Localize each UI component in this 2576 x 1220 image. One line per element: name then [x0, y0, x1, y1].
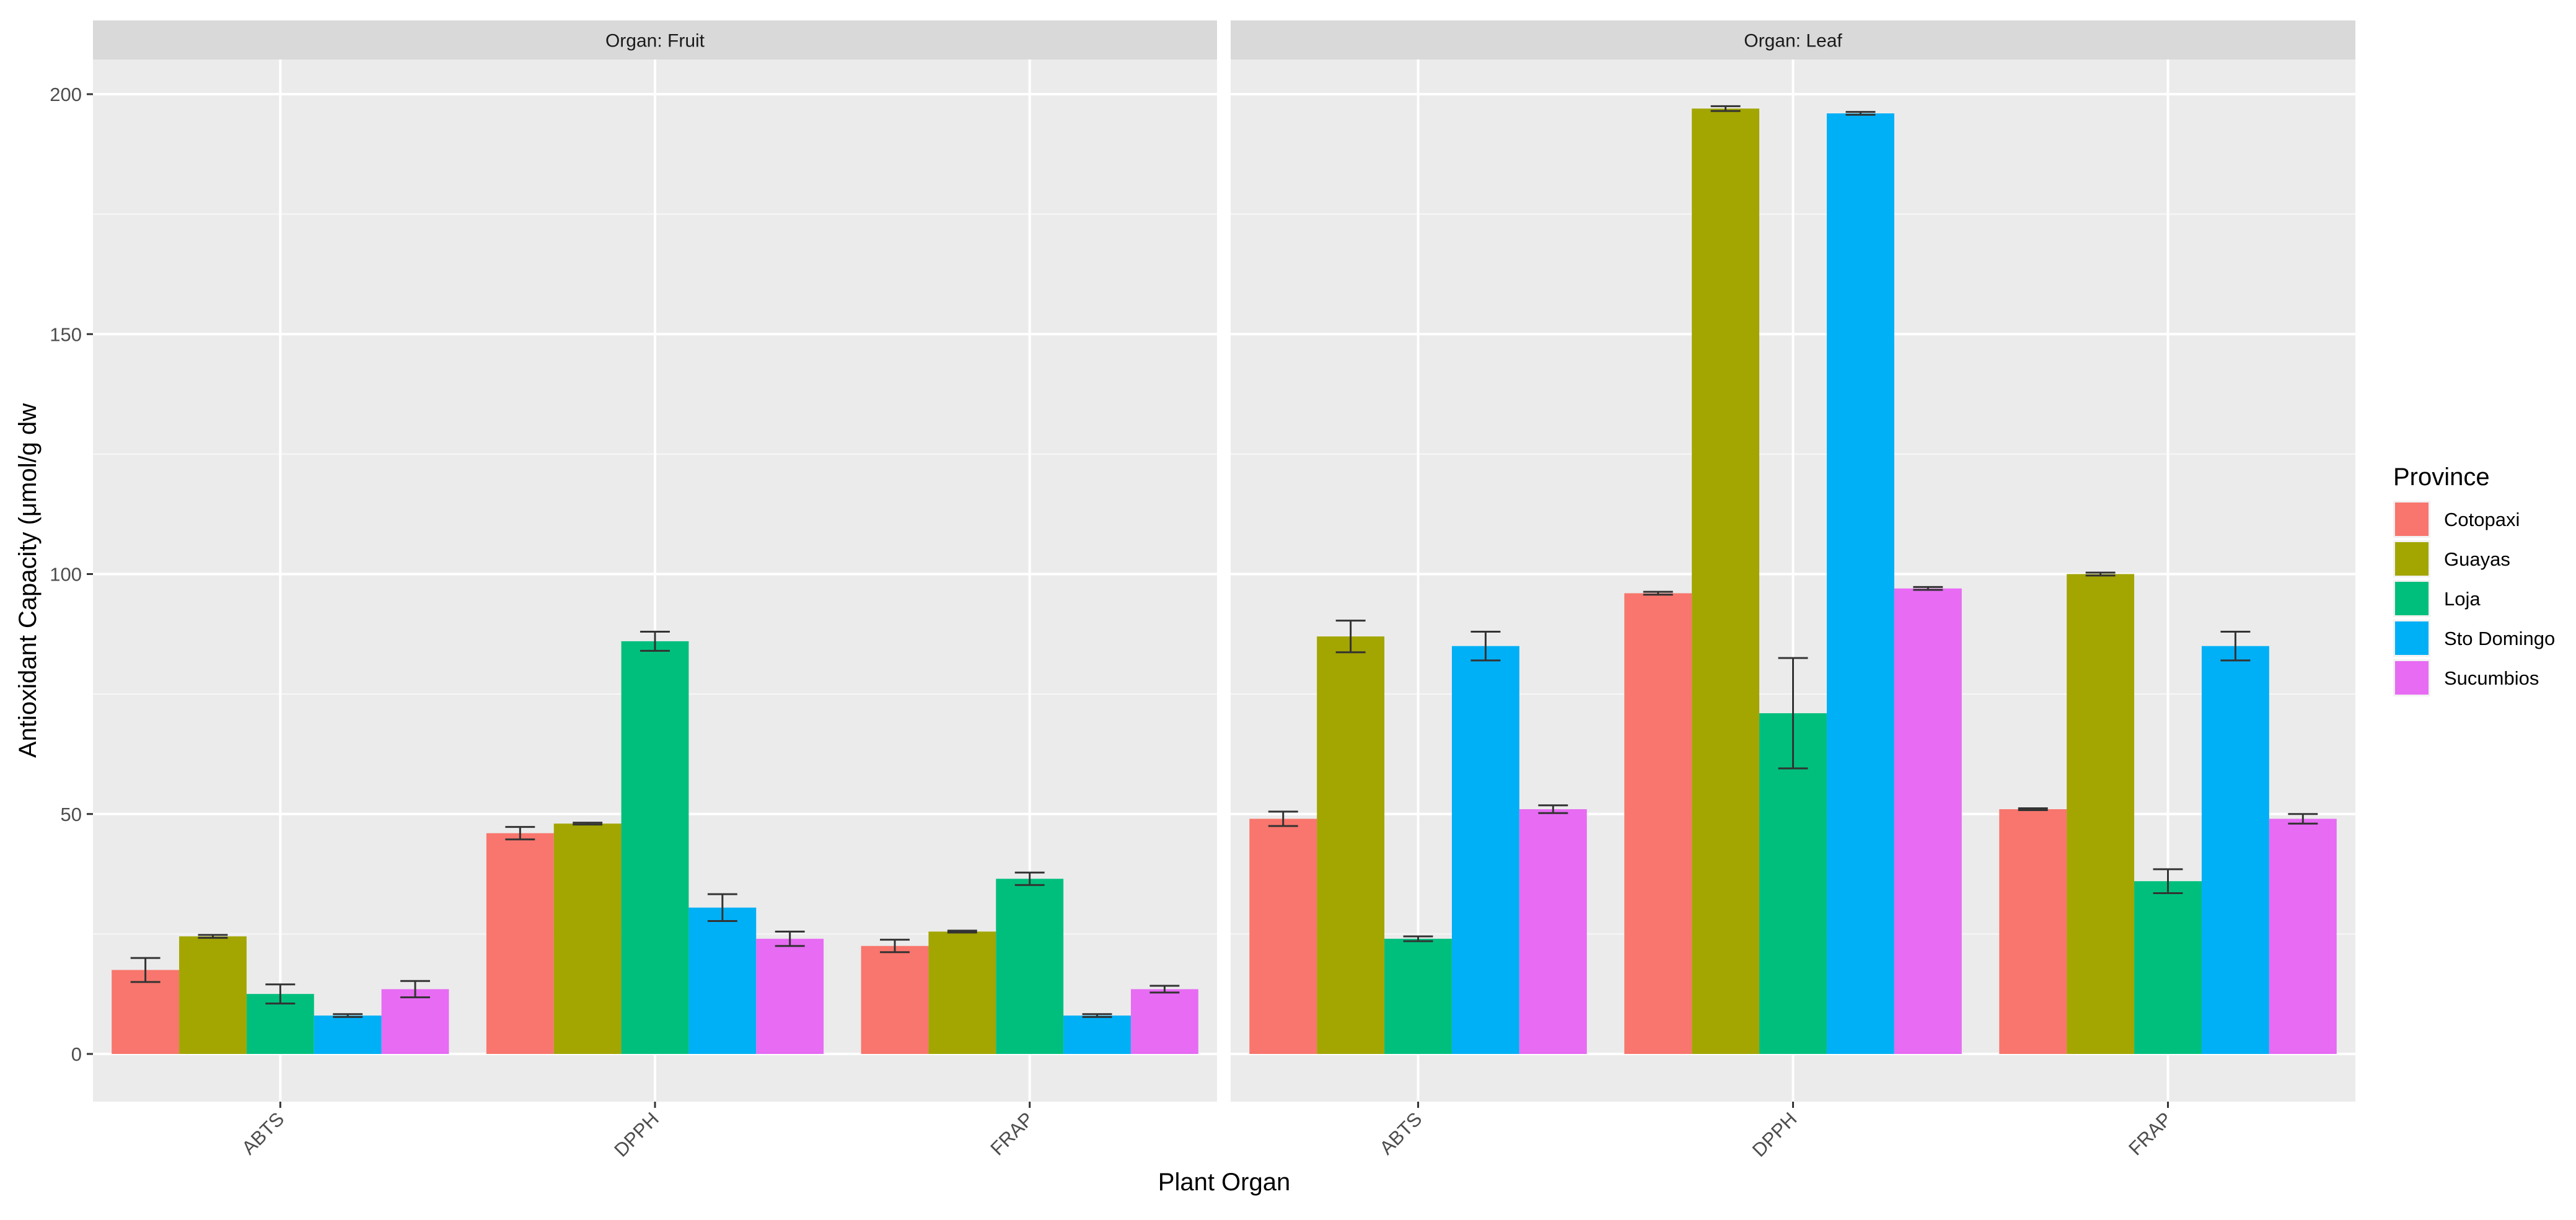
y-axis-title: Antioxidant Capacity (μmol/g dw — [14, 403, 42, 758]
bar — [314, 1016, 382, 1054]
error-bar — [2085, 571, 2116, 577]
error-bar — [1014, 871, 1045, 886]
bar — [1759, 713, 1827, 1054]
bar — [2201, 646, 2269, 1054]
error-bar — [505, 826, 535, 841]
bar — [1894, 588, 1962, 1054]
error-bar — [265, 983, 296, 1005]
legend-item: Guayas — [2393, 540, 2510, 577]
panel-strip — [1231, 20, 2355, 59]
bar — [1826, 113, 1894, 1055]
legend-label: Cotopaxi — [2444, 509, 2520, 530]
legend-item: Sto Domingo — [2393, 620, 2555, 657]
error-bar — [1778, 657, 1808, 770]
panel-strip — [93, 20, 1217, 59]
legend-label: Guayas — [2444, 548, 2510, 570]
y-tick-label: 0 — [71, 1043, 82, 1065]
bar — [928, 931, 996, 1054]
error-bar — [775, 931, 805, 947]
y-tick-label: 150 — [50, 323, 82, 345]
bar — [996, 879, 1064, 1054]
legend-title: Province — [2393, 463, 2490, 491]
error-bar — [573, 822, 603, 826]
y-tick-label: 50 — [61, 804, 82, 825]
legend-label: Sucumbios — [2444, 667, 2539, 689]
bar — [1692, 108, 1760, 1055]
legend-label: Sto Domingo — [2444, 628, 2555, 649]
error-bar — [130, 957, 160, 983]
error-bar — [1403, 935, 1433, 942]
error-bar — [2220, 630, 2251, 662]
bar — [861, 946, 929, 1054]
bar — [1063, 1016, 1131, 1054]
panel-title: Organ: Leaf — [1744, 31, 1842, 51]
bar — [179, 936, 247, 1054]
error-bar — [2288, 813, 2318, 825]
bar — [1519, 809, 1587, 1054]
legend-label: Loja — [2444, 588, 2481, 610]
bar — [553, 823, 622, 1054]
bar — [1317, 636, 1385, 1054]
legend-key-swatch — [2395, 582, 2429, 615]
error-bar — [1710, 105, 1741, 112]
error-bar — [198, 934, 228, 939]
bar — [2134, 881, 2202, 1054]
legend: Province Cotopaxi Guayas Loja Sto Domingo Suc… — [2393, 463, 2555, 696]
bar — [1624, 593, 1692, 1054]
error-bar — [333, 1013, 363, 1018]
bar — [486, 833, 554, 1054]
legend-key-swatch — [2395, 621, 2429, 655]
bar — [1130, 989, 1198, 1054]
bar — [2269, 818, 2337, 1054]
bar — [381, 989, 449, 1054]
bar — [1451, 646, 1519, 1054]
error-bar — [2153, 868, 2183, 895]
bar — [688, 907, 757, 1054]
error-bar — [640, 630, 670, 652]
error-bar — [1335, 620, 1366, 654]
error-bar — [1538, 804, 1568, 814]
bar — [112, 970, 180, 1054]
bar — [1249, 818, 1317, 1054]
error-bar — [1913, 586, 1943, 591]
error-bar — [1268, 810, 1298, 827]
error-bar — [1150, 985, 1180, 994]
y-tick-label: 200 — [50, 84, 82, 105]
legend-key-swatch — [2395, 661, 2429, 695]
error-bar — [1643, 590, 1673, 596]
error-bar — [947, 929, 977, 934]
bar — [756, 939, 824, 1054]
error-bar — [707, 893, 737, 922]
bar — [621, 641, 689, 1054]
error-bar — [1082, 1013, 1112, 1018]
bar — [2067, 574, 2135, 1054]
bar — [1384, 939, 1452, 1054]
legend-item: Loja — [2393, 580, 2481, 617]
error-bar — [400, 980, 430, 999]
error-bar — [1470, 630, 1501, 662]
x-axis-title: Plant Organ — [1158, 1169, 1290, 1196]
legend-key-swatch — [2395, 502, 2429, 536]
legend-item: Sucumbios — [2393, 659, 2539, 696]
error-bar — [2018, 807, 2048, 812]
legend-item: Cotopaxi — [2393, 501, 2520, 538]
error-bar — [880, 939, 910, 954]
error-bar — [1845, 111, 1876, 116]
y-tick-label: 100 — [50, 564, 82, 586]
legend-key-swatch — [2395, 542, 2429, 576]
panel-title: Organ: Fruit — [605, 31, 705, 51]
bar — [1999, 809, 2067, 1054]
